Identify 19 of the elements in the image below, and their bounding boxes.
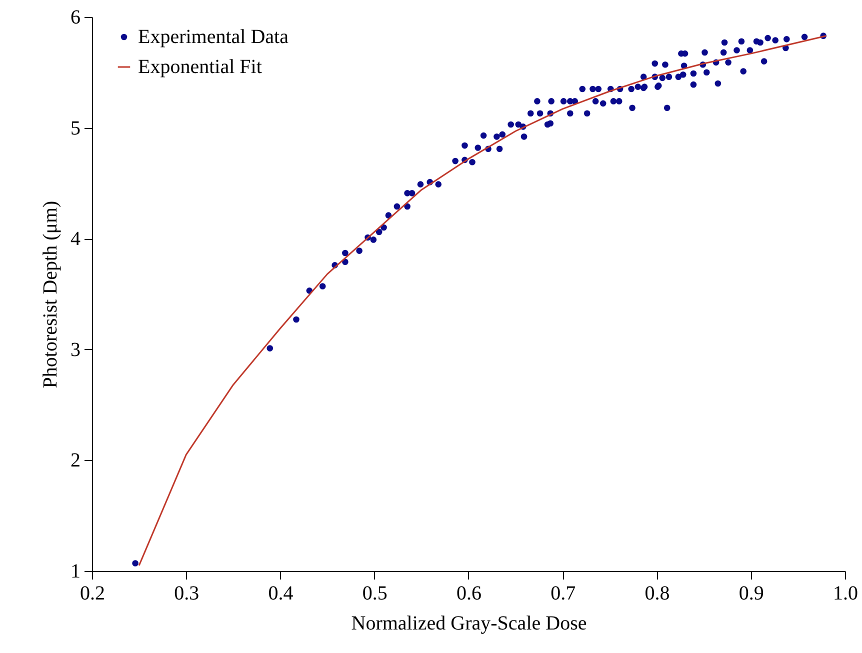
y-tick-label: 3 bbox=[70, 338, 80, 361]
y-tick-label: 2 bbox=[70, 450, 80, 472]
x-tick-label: 0.7 bbox=[550, 582, 576, 604]
x-tick-label: 0.9 bbox=[738, 582, 764, 604]
x-tick-label: 0.6 bbox=[456, 582, 482, 604]
legend-label: Exponential Fit bbox=[138, 56, 262, 78]
y-tick-label: 4 bbox=[70, 228, 80, 250]
x-axis-title: Normalized Gray-Scale Dose bbox=[351, 612, 587, 634]
x-tick-label: 0.3 bbox=[174, 582, 200, 604]
x-tick-label: 0.5 bbox=[362, 582, 388, 604]
y-tick-label: 1 bbox=[70, 560, 80, 582]
y-axis-title: Photoresist Depth (μm) bbox=[40, 200, 62, 388]
y-tick-label: 5 bbox=[70, 117, 80, 140]
x-tick-label: 1.0 bbox=[833, 582, 858, 604]
legend-label: Experimental Data bbox=[138, 26, 289, 48]
x-tick-label: 0.2 bbox=[80, 582, 105, 604]
x-tick-label: 0.4 bbox=[268, 582, 294, 604]
x-tick-label: 0.8 bbox=[644, 582, 670, 604]
y-tick-label: 6 bbox=[70, 6, 80, 28]
